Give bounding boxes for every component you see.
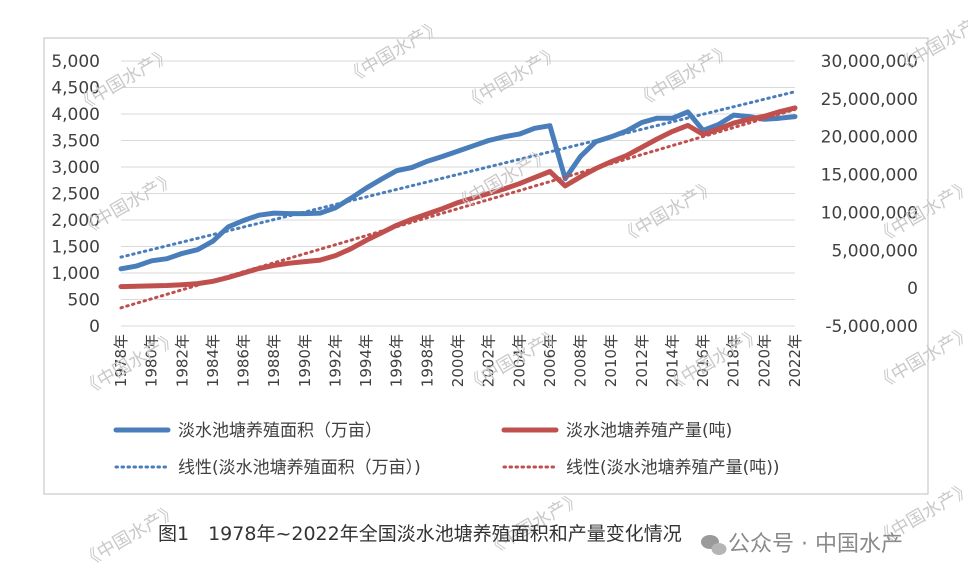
x-tick-label: 2002年 xyxy=(480,334,498,387)
x-tick-label: 1984年 xyxy=(204,334,222,387)
right-tick-label: 0 xyxy=(907,279,918,299)
right-tick-label: 5,000,000 xyxy=(831,241,918,261)
x-tick-label: 1994年 xyxy=(357,334,375,387)
x-tick-label: 1978年 xyxy=(112,334,130,387)
right-tick-label: -5,000,000 xyxy=(825,317,918,337)
series-line xyxy=(118,109,798,272)
x-tick-label: 1996年 xyxy=(388,334,406,387)
gridlines xyxy=(121,60,795,327)
x-tick-label: 2020年 xyxy=(755,334,773,387)
x-tick-label: 2008年 xyxy=(572,334,590,387)
x-tick-label: 1998年 xyxy=(418,334,436,387)
badge-label: 公众号 · 中国水产 xyxy=(728,532,903,557)
wechat-badge: 公众号 · 中国水产 xyxy=(701,532,903,557)
left-tick-label: 5,000 xyxy=(51,52,100,72)
x-tick-label: 2018年 xyxy=(725,334,743,387)
x-tick-label: 1992年 xyxy=(326,334,344,387)
trendline xyxy=(119,90,797,259)
legend-label: 线性(淡水池塘养殖面积（万亩）) xyxy=(178,458,421,478)
x-tick-label: 2006年 xyxy=(541,334,559,387)
right-tick-label: 20,000,000 xyxy=(821,128,918,148)
left-tick-label: 2,500 xyxy=(51,185,100,205)
left-tick-label: 3,000 xyxy=(51,158,100,178)
x-tick-label: 2012年 xyxy=(633,334,651,387)
left-axis-tick-labels: 0 500 1,000 1,500 2,000 2,500 3,000 3,500 4,000 4… xyxy=(51,52,100,337)
left-tick-label: 1,500 xyxy=(51,238,100,258)
x-tick-label: 2022年 xyxy=(786,334,804,387)
left-tick-label: 0 xyxy=(89,317,100,337)
left-tick-label: 3,500 xyxy=(51,132,100,152)
right-tick-label: 15,000,000 xyxy=(821,166,918,186)
x-tick-label: 2010年 xyxy=(602,334,620,387)
x-tick-label: 2016年 xyxy=(694,334,712,387)
x-tick-label: 2004年 xyxy=(510,334,528,387)
x-tick-label: 2014年 xyxy=(663,334,681,387)
left-tick-label: 2,000 xyxy=(51,211,100,231)
right-tick-label: 25,000,000 xyxy=(821,90,918,110)
left-tick-label: 4,000 xyxy=(51,105,100,125)
legend-label: 线性(淡水池塘养殖产量(吨)) xyxy=(566,458,780,478)
x-tick-label: 1990年 xyxy=(296,334,314,387)
x-tick-label: 1988年 xyxy=(265,334,283,387)
plot-lines xyxy=(118,90,798,310)
right-tick-label: 30,000,000 xyxy=(821,52,918,72)
x-axis-tick-labels: 1978年 1980年 1982年 1984年 1986年 1988年 1990年 1992年… xyxy=(112,334,804,387)
series-line xyxy=(118,105,798,290)
left-tick-label: 1,000 xyxy=(51,264,100,284)
x-tick-label: 1986年 xyxy=(235,334,253,387)
right-tick-label: 10,000,000 xyxy=(821,203,918,223)
x-tick-label: 2000年 xyxy=(449,334,467,387)
left-tick-label: 4,500 xyxy=(51,79,100,99)
left-tick-label: 500 xyxy=(68,291,100,311)
legend-label: 淡水池塘养殖面积（万亩） xyxy=(178,421,382,441)
legend-label: 淡水池塘养殖产量(吨) xyxy=(566,421,732,441)
legend: 淡水池塘养殖面积（万亩） 淡水池塘养殖产量(吨) 线性(淡水池塘养殖面积（万亩）) 线… xyxy=(113,421,780,478)
wechat-icon xyxy=(701,535,727,555)
x-tick-label: 1982年 xyxy=(173,334,191,387)
figure-caption: 图1 1978年~2022年全国淡水池塘养殖面积和产量变化情况 xyxy=(158,523,682,545)
x-tick-label: 1980年 xyxy=(143,334,161,387)
right-axis-tick-labels: -5,000,000 0 5,000,000 10,000,000 15,000,000… xyxy=(821,52,918,337)
